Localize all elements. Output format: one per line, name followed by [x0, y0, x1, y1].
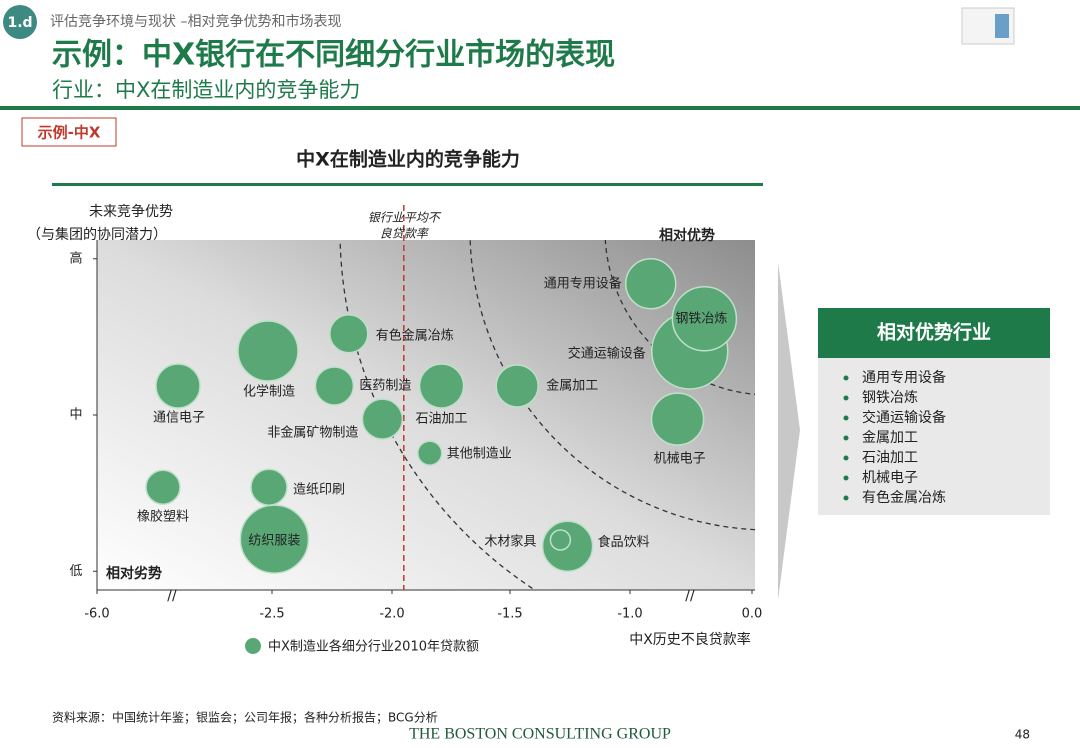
- bubble: [417, 440, 443, 466]
- legend-marker: [245, 638, 261, 654]
- sidebar-item: 通用专用设备: [862, 369, 946, 386]
- header-rule: [0, 106, 1080, 110]
- arrow: [778, 262, 800, 600]
- x-tick-label: -2.5: [259, 607, 284, 622]
- x-tick-label: -1.5: [497, 607, 522, 622]
- chart-title: 中X在制造业内的竞争能力: [296, 148, 520, 171]
- bullet: [843, 395, 849, 401]
- axis-break: //: [685, 588, 695, 604]
- breadcrumb: 评估竞争环境与现状 –相对竞争优势和市场表现: [50, 13, 341, 30]
- bubble: [329, 314, 369, 354]
- logo: [995, 14, 1009, 38]
- bubble: [239, 504, 310, 574]
- y-label: 未来竞争优势: [89, 203, 173, 220]
- bubble: [671, 286, 738, 352]
- bullet: [843, 475, 849, 481]
- sidebar-item: 机械电子: [862, 470, 918, 486]
- bubble-label: 通信电子: [153, 410, 205, 425]
- sidebar-item: 石油加工: [862, 450, 918, 466]
- bubble-label: 食品饮料: [598, 534, 650, 550]
- bubble-label: 造纸印刷: [293, 483, 345, 498]
- sidebar-item: 钢铁冶炼: [862, 390, 918, 406]
- corner-label: 相对劣势: [106, 565, 162, 582]
- reference-label: 良贷款率: [380, 227, 430, 241]
- chart-rule: [52, 183, 763, 186]
- bubble: [361, 398, 404, 440]
- bullet: [843, 375, 849, 381]
- bubble-label: 金属加工: [546, 377, 598, 393]
- y-label-note: （与集团的协同潜力）: [27, 226, 167, 243]
- y-tick-label: 低: [69, 564, 82, 579]
- bubble-label: 石油加工: [416, 411, 468, 426]
- x-tick-label: 0.0: [742, 607, 763, 622]
- x-label: 中X历史不良贷款率: [629, 631, 751, 648]
- bubble-label: 通用专用设备: [544, 275, 622, 291]
- bullet: [843, 495, 849, 501]
- bubble-label: 有色金属冶炼: [376, 327, 454, 343]
- source: 资料来源：中国统计年鉴；银监会；公司年报；各种分析报告；BCG分析: [52, 710, 438, 725]
- corner-label: 相对优势: [659, 227, 715, 244]
- bubble: [549, 529, 572, 551]
- company: THE BOSTON CONSULTING GROUP: [409, 726, 671, 743]
- bubble-label: 非金属矿物制造: [267, 425, 358, 441]
- x-tick-label: -2.0: [379, 607, 404, 622]
- bullet: [843, 435, 849, 441]
- page-number: 48: [1015, 728, 1030, 742]
- subtitle: 行业：中X在制造业内的竞争能力: [52, 78, 360, 102]
- bubble-label: 化学制造: [243, 383, 295, 399]
- tag-box: [21, 117, 117, 147]
- bubble-label: 钢铁冶炼: [675, 311, 727, 326]
- bubble-label: 机械电子: [654, 452, 706, 467]
- sidebar-item: 交通运输设备: [862, 409, 946, 426]
- bubble: [314, 366, 355, 406]
- bubble-label: 其他制造业: [447, 447, 512, 462]
- reference-label: 银行业平均不: [368, 211, 442, 225]
- sidebar-title: 相对优势行业: [877, 321, 991, 344]
- bubble: [145, 469, 181, 505]
- plot: -6.0 -2.5 -2.0 -1.5 -1.0 0.0 低 中 高 银行业平均不良贷款率通用专用…: [69, 205, 762, 655]
- sidebar-item: 有色金属冶炼: [862, 489, 946, 506]
- bubble-label: 木材家具: [484, 534, 536, 550]
- axis-break: //: [167, 588, 177, 604]
- legend-label: 中X制造业各细分行业2010年贷款额: [268, 639, 479, 655]
- sidebar-item: 金属加工: [862, 430, 918, 446]
- x-tick-label: -6.0: [84, 607, 109, 622]
- x-tick-label: -1.0: [617, 607, 642, 622]
- tag: 示例-中X: [38, 124, 101, 142]
- bubble: [650, 392, 705, 446]
- badge-text: 1.d: [7, 15, 32, 31]
- bubble: [250, 468, 288, 506]
- bubble: [418, 363, 465, 409]
- bubble: [237, 320, 299, 382]
- bubble-label: 医药制造: [359, 378, 411, 393]
- bubble: [624, 258, 677, 310]
- sidebar-body: [818, 358, 1050, 515]
- bubble: [495, 364, 539, 408]
- bubble-label: 交通运输设备: [568, 345, 646, 361]
- sidebar-header: [818, 308, 1050, 358]
- bullet: [843, 415, 849, 421]
- bubble-label: 纺织服装: [248, 534, 300, 549]
- y-tick-label: 高: [69, 250, 82, 266]
- bubble: [155, 363, 201, 409]
- title: 示例：中X银行在不同细分行业市场的表现: [52, 38, 615, 73]
- y-tick-label: 中: [69, 408, 82, 423]
- bullet: [843, 455, 849, 461]
- badge: [3, 5, 37, 39]
- bubble-label: 橡胶塑料: [137, 509, 189, 525]
